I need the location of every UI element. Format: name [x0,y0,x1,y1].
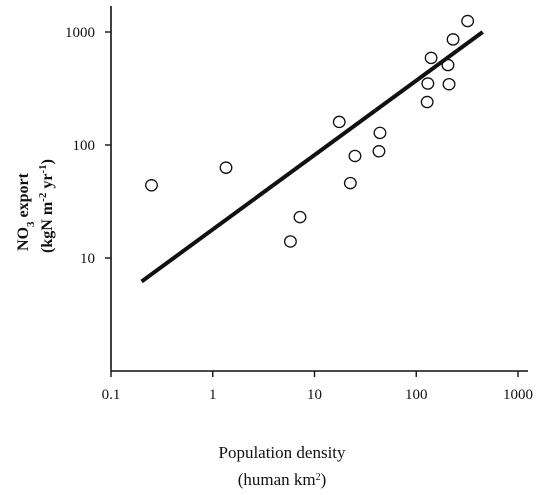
y-ticks: 10 100 1000 [65,25,111,267]
y-axis-label-sub: 3 [25,221,37,227]
y-axis-label-line2: (kgN m-2 yr-1) [37,159,56,253]
data-point [420,95,434,109]
x-axis-label-line2: (human km2) [238,470,327,489]
data-point [219,161,233,174]
data-point [461,14,475,28]
data-point [424,51,438,65]
x-axis-label-sup: 2 [316,472,321,483]
y-tick-label: 1000 [65,25,95,41]
y-axis-label-no: NO [15,227,32,251]
data-point [442,77,456,91]
x-ticks: 0.1 1 10 100 1000 [102,371,533,403]
data-point [343,176,357,190]
y-tick-label: 10 [80,251,95,267]
data-point [446,33,460,46]
x-tick-label: 1000 [503,387,533,403]
x-axis-label-close: ) [321,470,327,489]
data-point [332,115,346,129]
y-axis-label-unit-c: ) [39,159,56,164]
data-point [145,179,158,192]
x-axis-label-line1: Population density [218,443,346,462]
y-axis-label-sup2: -1 [37,164,49,173]
x-tick-label: 0.1 [102,387,121,403]
data-point [293,210,307,224]
x-tick-label: 100 [405,387,428,403]
x-tick-label: 10 [307,387,322,403]
x-tick-label: 1 [209,387,217,403]
data-point [372,145,386,158]
y-axis-label-unit-b: yr [39,174,56,193]
data-point [348,149,362,163]
y-axis-label-export: export [15,172,32,221]
data-point [421,77,435,90]
y-tick-label: 100 [73,138,96,154]
data-points [145,14,475,248]
data-point [373,126,387,140]
y-axis-label-line1: NO3 export [15,172,37,251]
x-axis-label-unit: (human km [238,470,316,489]
regression-line [140,30,484,284]
y-axis-label: NO3 export (kgN m-2 yr-1) [15,159,56,253]
data-point [283,235,297,248]
y-axis-label-sup1: -2 [37,192,49,202]
y-axis-label-unit-a: (kgN m [39,201,56,253]
regression-line-group [140,30,484,284]
